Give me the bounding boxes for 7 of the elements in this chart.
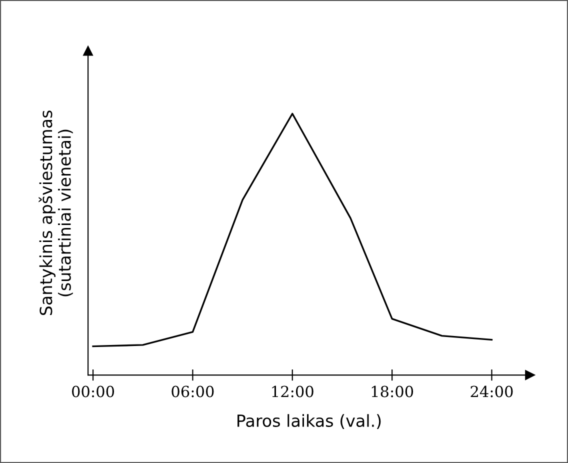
y-axis-title: Santykinis apšviestumas (sutartiniai vienetai) [38, 110, 73, 316]
x-tick-label: 24:00 [470, 386, 513, 398]
x-tick-label: 18:00 [372, 386, 414, 398]
x-tick-label: 00:00 [72, 386, 114, 398]
x-axis-title: Paros laikas (val.) [238, 414, 381, 429]
x-tick-label: 06:00 [172, 386, 214, 398]
x-tick-label: 12:00 [272, 386, 314, 398]
